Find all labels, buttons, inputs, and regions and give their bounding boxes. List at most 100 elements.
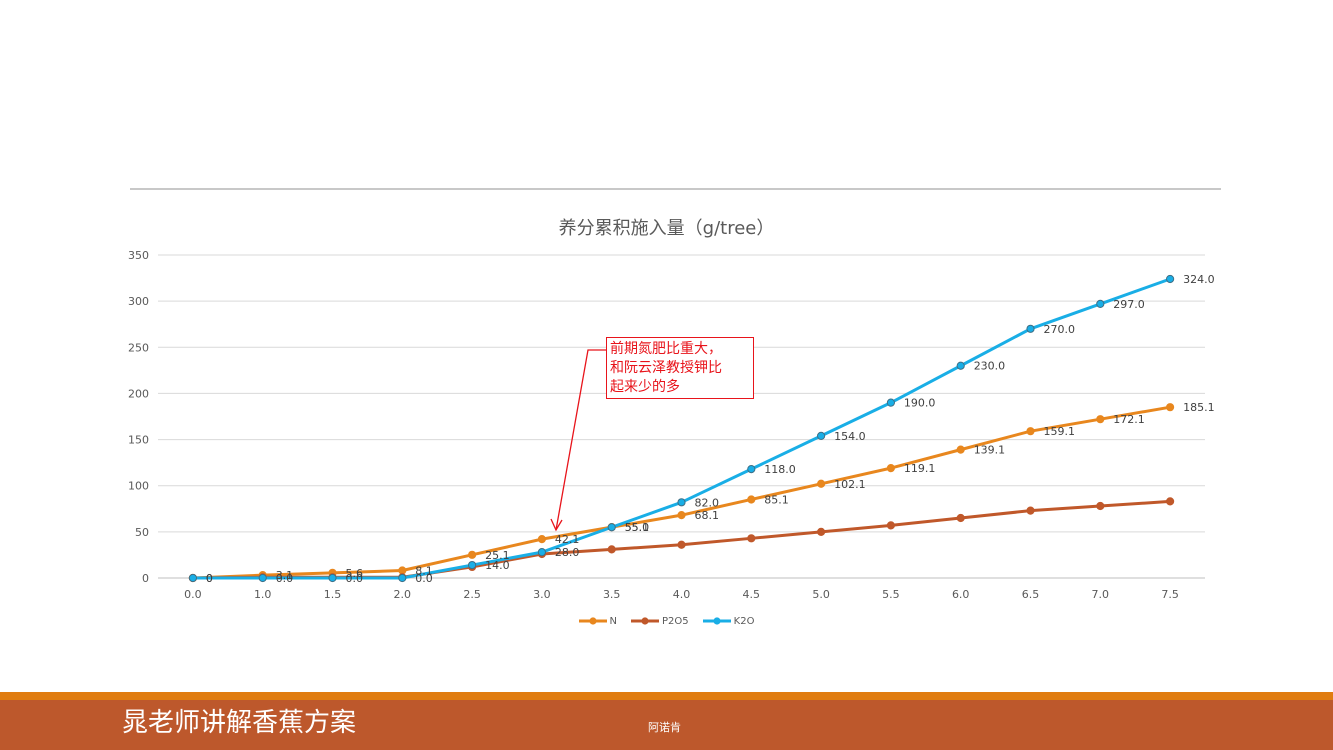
data-point — [537, 535, 547, 544]
x-tick-label: 5.5 — [882, 588, 900, 601]
footer-author: 阿诺肯 — [648, 721, 681, 734]
legend-item: N — [578, 614, 618, 628]
legend-marker — [588, 617, 597, 625]
data-label: 0.0 — [276, 572, 294, 585]
data-point — [468, 550, 477, 559]
data-point — [886, 463, 896, 473]
annotation-callout: 前期氮肥比重大， 和阮云泽教授钾比 起来少的多 — [606, 337, 754, 399]
data-label: 25.1 — [485, 549, 510, 562]
legend-label: K2O — [733, 615, 755, 627]
header-divider — [130, 188, 1221, 190]
data-point — [677, 498, 686, 507]
data-label: 68.1 — [695, 509, 720, 522]
data-label: 8.1 — [415, 565, 433, 578]
data-point — [817, 479, 826, 488]
data-point — [1026, 506, 1035, 515]
series-line-n — [192, 405, 1171, 580]
data-point — [1166, 403, 1175, 412]
legend-swatch — [631, 617, 660, 625]
data-point — [956, 513, 965, 523]
data-label: 102.1 — [834, 478, 866, 491]
y-tick-label: 250 — [128, 341, 149, 354]
data-point — [607, 523, 616, 532]
data-label: 230.0 — [974, 360, 1006, 373]
data-point — [747, 465, 756, 474]
data-label: 270.0 — [1044, 323, 1076, 336]
x-tick-label: 7.0 — [1092, 588, 1110, 601]
annotation-arrow — [555, 349, 606, 531]
chart-legend: N P2O5 K2O — [0, 614, 1333, 628]
annotation-arrowhead — [550, 518, 563, 532]
data-point — [258, 573, 267, 583]
data-label: 0.0 — [346, 572, 364, 585]
series-line-k2o — [192, 277, 1171, 580]
y-tick-label: 100 — [128, 480, 149, 493]
data-label: 0.0 — [415, 572, 433, 585]
legend-marker — [713, 617, 721, 625]
legend-label: P2O5 — [662, 615, 689, 627]
x-tick-label: 6.0 — [952, 588, 970, 601]
x-tick-label: 2.5 — [463, 588, 481, 601]
x-tick-label: 7.5 — [1161, 588, 1179, 601]
data-label: 118.0 — [764, 463, 796, 476]
annotation-line-1: 前期氮肥比重大， — [610, 341, 722, 357]
data-point — [537, 548, 547, 557]
y-tick-label: 150 — [128, 434, 149, 447]
data-point — [956, 361, 965, 370]
data-label: 14.0 — [485, 559, 510, 572]
x-tick-label: 6.5 — [1022, 588, 1040, 601]
footer-title: 晁老师讲解香蕉方案 — [122, 708, 357, 738]
data-point — [188, 573, 197, 583]
data-point — [398, 573, 407, 583]
legend-item: K2O — [702, 614, 755, 628]
data-label: 0 — [206, 572, 213, 585]
data-label: 119.1 — [904, 462, 936, 475]
data-point — [1096, 299, 1105, 309]
x-tick-label: 5.0 — [812, 588, 830, 601]
footer-band — [0, 700, 1333, 750]
x-tick-label: 4.0 — [673, 588, 691, 601]
data-label: 85.1 — [764, 493, 789, 506]
legend-item: P2O5 — [631, 614, 689, 628]
x-tick-label: 2.0 — [394, 588, 412, 601]
data-point — [817, 527, 826, 536]
legend-label: N — [609, 615, 618, 627]
x-tick-label: 3.5 — [603, 588, 621, 601]
data-label: 172.1 — [1113, 413, 1145, 426]
data-label: 139.1 — [974, 444, 1006, 457]
data-label: 82.0 — [695, 496, 720, 509]
data-point — [1026, 427, 1035, 436]
y-tick-label: 300 — [128, 295, 149, 308]
data-point — [956, 445, 965, 454]
data-label: 5.6 — [346, 567, 364, 580]
y-tick-label: 50 — [135, 526, 149, 539]
data-label: 3.1 — [276, 569, 294, 582]
data-point — [817, 431, 826, 440]
data-label: 0 — [206, 572, 213, 585]
x-tick-label: 1.0 — [254, 588, 272, 601]
data-point — [886, 521, 896, 530]
annotation-line-3: 起来少的多 — [610, 379, 680, 395]
data-point — [747, 534, 756, 543]
data-label: 185.1 — [1183, 401, 1215, 414]
footer-accent-stripe — [0, 692, 1333, 700]
data-label: 42.1 — [555, 533, 580, 546]
legend-swatch — [702, 617, 731, 625]
data-label: 55.0 — [625, 521, 650, 534]
data-label: 324.0 — [1183, 273, 1215, 286]
data-point — [607, 545, 616, 554]
data-point — [886, 398, 896, 407]
data-point — [1166, 497, 1175, 506]
y-tick-label: 200 — [128, 387, 149, 400]
data-label: 159.1 — [1044, 425, 1076, 438]
data-point — [328, 573, 337, 583]
data-point — [398, 566, 407, 575]
chart-title: 养分累积施入量（g/tree） — [558, 218, 775, 239]
data-point — [1096, 415, 1105, 424]
data-point — [468, 560, 477, 570]
data-label: 190.0 — [904, 397, 936, 410]
legend-swatch — [578, 617, 607, 625]
x-tick-label: 0.0 — [184, 588, 202, 601]
data-point — [1096, 501, 1105, 511]
